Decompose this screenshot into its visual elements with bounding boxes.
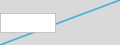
Bar [0, 13, 55, 32]
